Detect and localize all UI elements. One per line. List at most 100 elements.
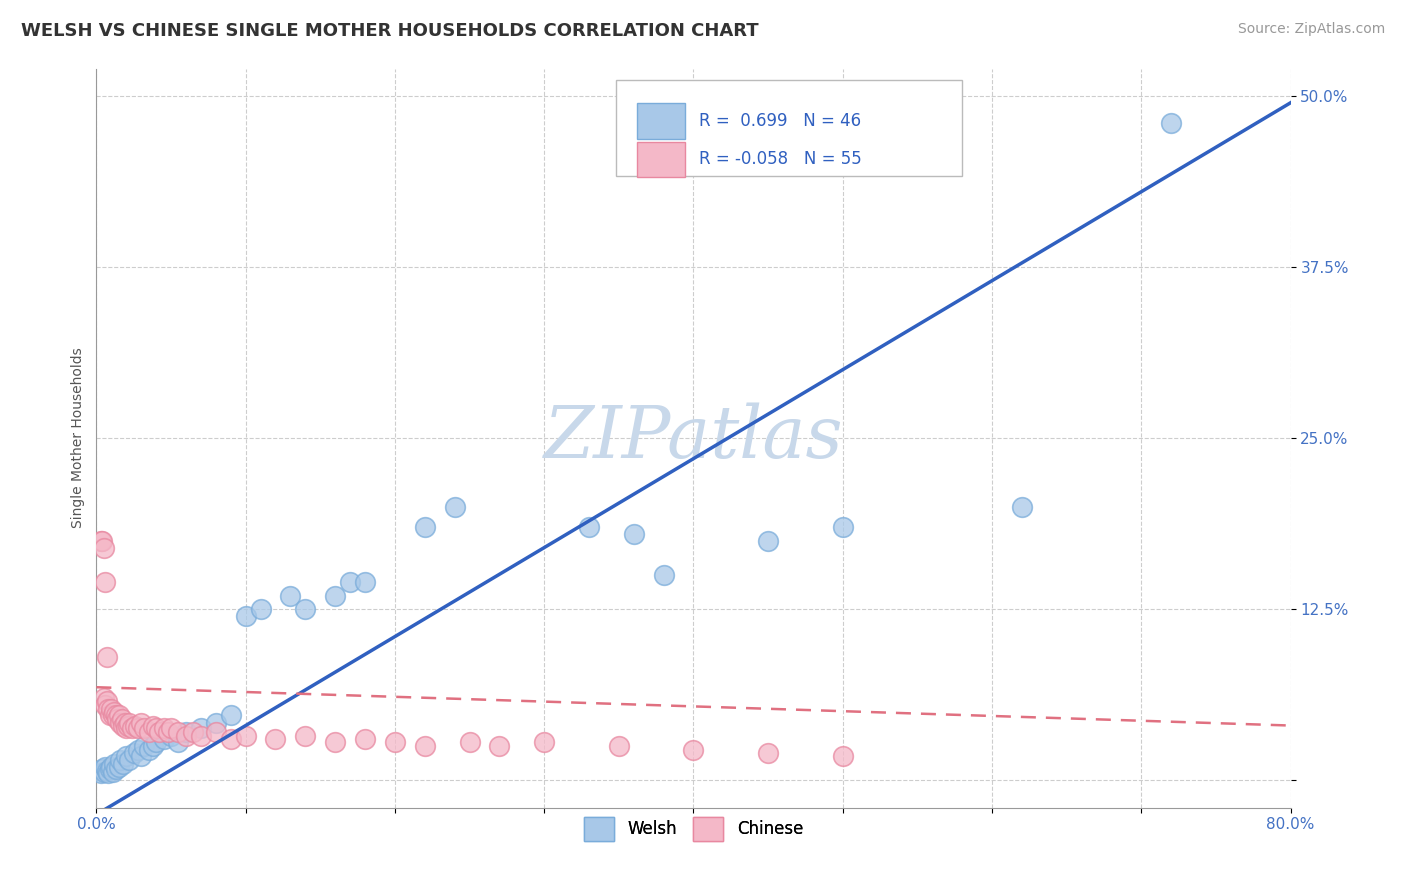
Point <box>90 766 112 780</box>
Point <box>145 721 167 735</box>
Point <box>443 500 465 514</box>
FancyBboxPatch shape <box>637 142 685 178</box>
Point <box>96 650 118 665</box>
Y-axis label: Single Mother Households: Single Mother Households <box>72 348 86 528</box>
Point <box>152 732 174 747</box>
Text: Source: ZipAtlas.com: Source: ZipAtlas.com <box>1237 22 1385 37</box>
Point <box>249 602 271 616</box>
Point <box>114 715 136 730</box>
Point <box>104 707 127 722</box>
Point <box>183 725 205 739</box>
Point <box>413 739 436 753</box>
Point <box>118 753 141 767</box>
Point <box>124 718 146 732</box>
Point <box>94 698 117 712</box>
Point <box>127 721 149 735</box>
Point <box>174 725 197 739</box>
Point <box>323 735 346 749</box>
Point <box>98 707 121 722</box>
Point <box>90 533 112 548</box>
Point <box>607 739 630 753</box>
Point <box>101 707 124 722</box>
Point <box>339 574 361 589</box>
Point <box>127 743 149 757</box>
Point <box>413 520 436 534</box>
Point <box>142 739 165 753</box>
Point <box>110 715 132 730</box>
Point <box>831 748 853 763</box>
Point <box>354 732 377 747</box>
Point <box>96 694 118 708</box>
Point <box>354 574 377 589</box>
Point <box>280 589 302 603</box>
Text: R = -0.058   N = 55: R = -0.058 N = 55 <box>699 151 862 169</box>
Point <box>1160 116 1182 130</box>
Point <box>167 735 190 749</box>
Point <box>93 691 115 706</box>
Point <box>145 735 167 749</box>
Point <box>148 725 170 739</box>
Point <box>96 764 118 778</box>
Point <box>264 732 287 747</box>
Point <box>235 730 257 744</box>
Point <box>323 589 346 603</box>
Point <box>97 702 120 716</box>
Point <box>152 721 174 735</box>
Point <box>105 712 128 726</box>
Point <box>118 715 141 730</box>
Text: R =  0.699   N = 46: R = 0.699 N = 46 <box>699 112 862 130</box>
Point <box>623 527 645 541</box>
Point <box>115 748 138 763</box>
Point <box>204 715 226 730</box>
Point <box>97 766 120 780</box>
Point <box>578 520 600 534</box>
Point <box>93 765 115 780</box>
Point <box>107 707 129 722</box>
Point <box>110 753 132 767</box>
Point <box>134 721 156 735</box>
Point <box>122 746 145 760</box>
Point <box>488 739 510 753</box>
Point <box>91 763 114 777</box>
Point <box>1011 500 1033 514</box>
Point <box>756 533 779 548</box>
Point <box>101 765 124 780</box>
Text: ZIPatlas: ZIPatlas <box>544 403 844 474</box>
Point <box>111 712 134 726</box>
Point <box>138 725 160 739</box>
Point <box>533 735 555 749</box>
Point <box>167 725 190 739</box>
Point <box>98 763 121 777</box>
Point <box>219 707 242 722</box>
Point <box>103 756 125 771</box>
Point <box>756 746 779 760</box>
FancyBboxPatch shape <box>637 103 685 139</box>
Point <box>204 725 226 739</box>
Point <box>129 715 152 730</box>
Point <box>115 721 138 735</box>
Point <box>112 756 135 771</box>
Point <box>107 759 129 773</box>
Point <box>652 568 675 582</box>
Point <box>94 759 117 773</box>
Legend: Welsh, Chinese: Welsh, Chinese <box>576 811 810 847</box>
Point <box>384 735 406 749</box>
Point <box>174 730 197 744</box>
Text: WELSH VS CHINESE SINGLE MOTHER HOUSEHOLDS CORRELATION CHART: WELSH VS CHINESE SINGLE MOTHER HOUSEHOLD… <box>21 22 759 40</box>
Point <box>190 721 212 735</box>
Point <box>160 730 183 744</box>
Point <box>134 739 156 753</box>
Point <box>112 718 135 732</box>
Point <box>100 759 122 773</box>
Point <box>94 574 117 589</box>
Point <box>831 520 853 534</box>
FancyBboxPatch shape <box>616 79 962 176</box>
Point <box>121 721 143 735</box>
Point <box>682 743 704 757</box>
Point <box>103 705 125 719</box>
Point <box>190 730 212 744</box>
Point <box>129 748 152 763</box>
Point <box>294 602 316 616</box>
Point <box>458 735 481 749</box>
Point <box>104 763 127 777</box>
